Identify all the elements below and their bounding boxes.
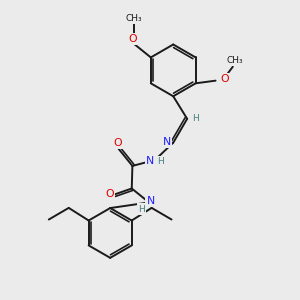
Text: H: H	[192, 114, 199, 123]
Text: O: O	[128, 34, 137, 44]
Text: CH₃: CH₃	[125, 14, 142, 23]
Text: H: H	[158, 157, 164, 166]
Text: O: O	[220, 74, 229, 84]
Text: H: H	[138, 205, 145, 214]
Text: O: O	[105, 190, 113, 200]
Text: N: N	[163, 137, 171, 147]
Text: N: N	[146, 156, 154, 166]
Text: CH₃: CH₃	[226, 56, 243, 65]
Text: N: N	[146, 196, 155, 206]
Text: O: O	[113, 138, 122, 148]
